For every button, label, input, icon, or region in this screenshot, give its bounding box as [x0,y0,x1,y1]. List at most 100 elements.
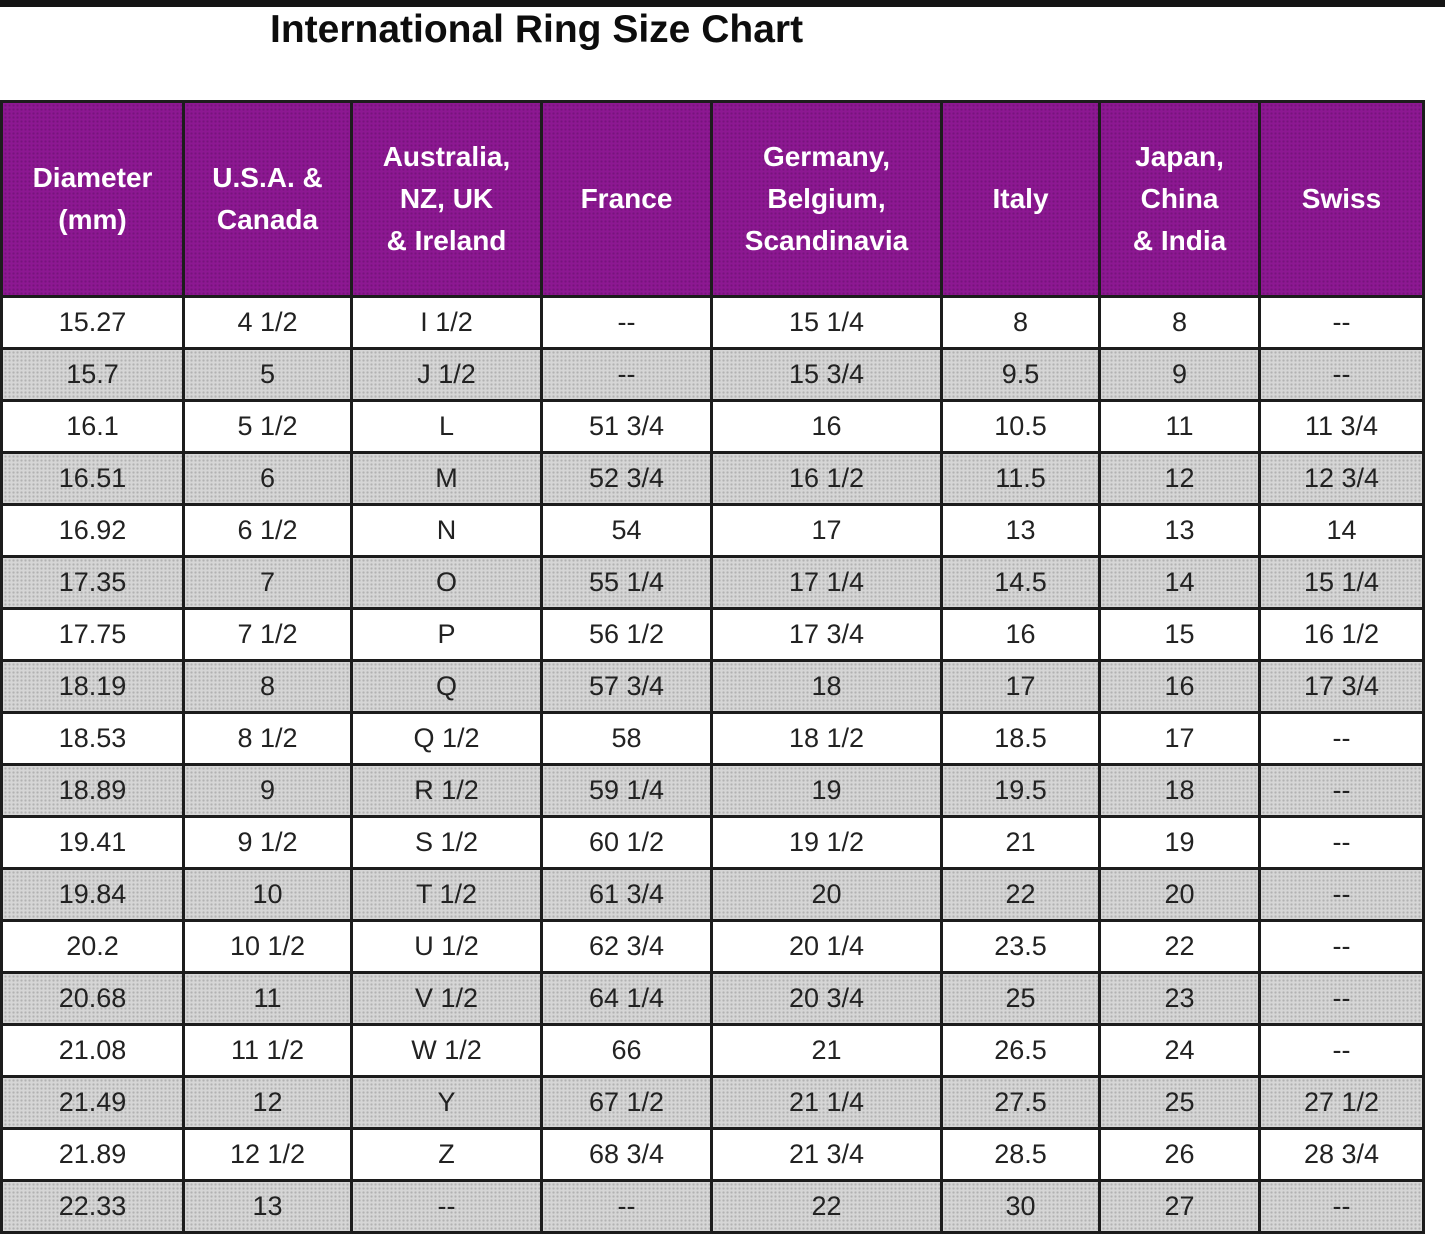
table-cell: -- [1258,1179,1425,1234]
table-cell: 14 [1258,503,1425,558]
table-cell: 20.2 [0,919,185,974]
table-cell: 21 3/4 [710,1127,943,1182]
table-cell: 23 [1098,971,1261,1026]
table-row: 16.1 5 1/2 L 51 3/4 16 10.5 11 11 3/4 [0,399,1425,454]
table-cell: 19 [710,763,943,818]
table-cell: S 1/2 [350,815,543,870]
table-cell: 20 [710,867,943,922]
table-cell: 22 [1098,919,1261,974]
table-cell: L [350,399,543,454]
table-cell: -- [1258,867,1425,922]
table-cell: 24 [1098,1023,1261,1078]
table-row: 16.92 6 1/2 N 54 17 13 13 14 [0,503,1425,558]
table-row: 21.49 12 Y 67 1/2 21 1/4 27.5 25 27 1/2 [0,1075,1425,1130]
table-cell: 10 [182,867,353,922]
table-cell: 18 [1098,763,1261,818]
table-cell: 19 1/2 [710,815,943,870]
table-cell: 58 [540,711,713,766]
table-cell: 19 [1098,815,1261,870]
table-cell: 59 1/4 [540,763,713,818]
table-cell: 25 [1098,1075,1261,1130]
table-cell: J 1/2 [350,347,543,402]
table-cell: -- [1258,1023,1425,1078]
table-cell: 6 [182,451,353,506]
table-cell: -- [1258,295,1425,350]
table-cell: 5 1/2 [182,399,353,454]
table-cell: P [350,607,543,662]
table-row: 19.84 10 T 1/2 61 3/4 20 22 20 -- [0,867,1425,922]
table-cell: W 1/2 [350,1023,543,1078]
table-cell: 27 1/2 [1258,1075,1425,1130]
table-cell: 4 1/2 [182,295,353,350]
table-cell: I 1/2 [350,295,543,350]
table-cell: 18 1/2 [710,711,943,766]
table-cell: 22 [940,867,1101,922]
table-cell: 21.08 [0,1023,185,1078]
table-cell: 22 [710,1179,943,1234]
table-cell: 16.92 [0,503,185,558]
table-cell: O [350,555,543,610]
table-cell: 18.89 [0,763,185,818]
table-cell: 56 1/2 [540,607,713,662]
table-cell: 17 3/4 [710,607,943,662]
table-cell: U 1/2 [350,919,543,974]
table-cell: -- [540,347,713,402]
table-cell: 55 1/4 [540,555,713,610]
table-cell: 68 3/4 [540,1127,713,1182]
table-cell: 25 [940,971,1101,1026]
table-cell: 8 [1098,295,1261,350]
table-row: 18.19 8 Q 57 3/4 18 17 16 17 3/4 [0,659,1425,714]
table-cell: V 1/2 [350,971,543,1026]
table-cell: 21.89 [0,1127,185,1182]
table-cell: 51 3/4 [540,399,713,454]
table-cell: 16.51 [0,451,185,506]
table-cell: 13 [940,503,1101,558]
table-cell: 18.19 [0,659,185,714]
table-cell: 54 [540,503,713,558]
table-cell: 18.5 [940,711,1101,766]
table-cell: 20 [1098,867,1261,922]
table-cell: 21 [710,1023,943,1078]
table-cell: 17 [940,659,1101,714]
table-cell: 28 3/4 [1258,1127,1425,1182]
table-row: 18.53 8 1/2 Q 1/2 58 18 1/2 18.5 17 -- [0,711,1425,766]
table-cell: 14.5 [940,555,1101,610]
table-cell: -- [1258,971,1425,1026]
column-header: Diameter (mm) [0,100,185,298]
table-row: 15.7 5 J 1/2 -- 15 3/4 9.5 9 -- [0,347,1425,402]
table-cell: 21 [940,815,1101,870]
table-cell: 66 [540,1023,713,1078]
column-header: Australia, NZ, UK & Ireland [350,100,543,298]
table-cell: -- [540,1179,713,1234]
table-cell: 16 1/2 [710,451,943,506]
table-cell: 60 1/2 [540,815,713,870]
table-cell: N [350,503,543,558]
table-cell: R 1/2 [350,763,543,818]
table-row: 17.75 7 1/2 P 56 1/2 17 3/4 16 15 16 1/2 [0,607,1425,662]
table-cell: 8 1/2 [182,711,353,766]
table-cell: 5 [182,347,353,402]
table-cell: 62 3/4 [540,919,713,974]
table-cell: Q [350,659,543,714]
table-row: 15.27 4 1/2 I 1/2 -- 15 1/4 8 8 -- [0,295,1425,350]
table-cell: 13 [1098,503,1261,558]
table-cell: 16 [940,607,1101,662]
table-row: 20.2 10 1/2 U 1/2 62 3/4 20 1/4 23.5 22 -- [0,919,1425,974]
table-cell: 17.35 [0,555,185,610]
table-row: 18.89 9 R 1/2 59 1/4 19 19.5 18 -- [0,763,1425,818]
table-cell: -- [540,295,713,350]
table-cell: 17 3/4 [1258,659,1425,714]
table-cell: 15 1/4 [1258,555,1425,610]
table-cell: 9 1/2 [182,815,353,870]
table-cell: 12 1/2 [182,1127,353,1182]
table-cell: 11 [1098,399,1261,454]
table-cell: 61 3/4 [540,867,713,922]
table-cell: 9 [1098,347,1261,402]
table-cell: 17 [710,503,943,558]
table-cell: 19.84 [0,867,185,922]
table-cell: 28.5 [940,1127,1101,1182]
column-header: Swiss [1258,100,1425,298]
table-cell: 52 3/4 [540,451,713,506]
table-header: Diameter (mm) U.S.A. & Canada Australia, N… [0,100,1425,298]
table-cell: 8 [182,659,353,714]
